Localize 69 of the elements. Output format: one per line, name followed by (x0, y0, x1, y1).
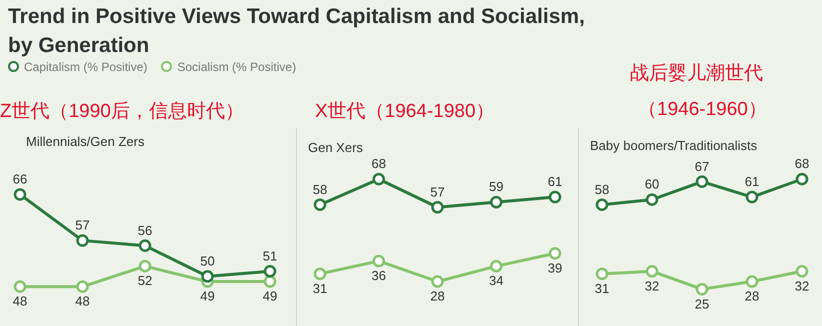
data-label: 61 (548, 174, 562, 190)
point (746, 275, 758, 288)
point (76, 234, 89, 247)
point (14, 280, 26, 293)
data-label: 57 (75, 218, 90, 233)
data-label: 28 (744, 288, 760, 304)
text: X世代（1964-1980） (315, 100, 495, 124)
data-label: 57 (430, 184, 445, 200)
data-label: 31 (594, 280, 610, 296)
point (548, 247, 562, 260)
point (490, 196, 502, 208)
point (264, 275, 276, 288)
point (548, 190, 562, 204)
point (201, 270, 214, 283)
point (138, 239, 152, 252)
data-label: 52 (138, 273, 152, 288)
data-label: 50 (200, 253, 215, 268)
data-label: 48 (75, 294, 90, 309)
point (646, 193, 658, 206)
point (76, 280, 89, 293)
point (138, 260, 152, 272)
chart-title: Trend in Positive Views Toward Capitalism and Socialism, by Generation (8, 4, 586, 59)
point (796, 172, 808, 186)
data-label: 32 (794, 278, 810, 294)
point (314, 198, 326, 211)
data-label: 60 (644, 176, 660, 192)
chart-subtitle: Millennials/Gen Zers (26, 134, 144, 149)
point (314, 268, 326, 280)
data-label: 51 (262, 248, 278, 264)
data-label: 56 (138, 222, 152, 238)
text: 战后婴儿潮世代 (630, 62, 763, 86)
data-label: 32 (644, 278, 660, 294)
data-label: 34 (489, 273, 504, 288)
point (372, 254, 385, 268)
point (596, 198, 608, 211)
data-label: 31 (312, 280, 328, 296)
point (431, 275, 444, 288)
data-label: 59 (489, 179, 504, 194)
point (696, 282, 708, 296)
data-label: 36 (372, 268, 386, 284)
point (490, 260, 502, 272)
data-label: 39 (548, 260, 562, 276)
data-label: 25 (694, 296, 710, 312)
point (596, 268, 608, 280)
data-label: 49 (200, 288, 215, 304)
data-label: 61 (744, 174, 760, 190)
point (646, 265, 658, 278)
point (431, 201, 444, 214)
chart-subtitle: Baby boomers/Traditionalists (590, 138, 758, 153)
data-label: 68 (794, 156, 810, 172)
point (696, 175, 708, 188)
point (264, 265, 276, 278)
data-label: 58 (312, 182, 328, 197)
point (796, 265, 808, 278)
data-label: 48 (12, 294, 28, 309)
text: （1946-1960） (638, 98, 767, 122)
data-label: 49 (262, 288, 278, 304)
chart-subtitle: Gen Xers (308, 140, 363, 155)
data-label: 28 (430, 288, 445, 304)
text: Z世代（1990后，信息时代） (0, 100, 244, 124)
data-label: 58 (594, 182, 610, 197)
legend-label: Capitalism (% Positive) (23, 60, 148, 74)
point (14, 188, 26, 201)
data-label: 66 (12, 172, 28, 187)
data-label: 67 (694, 158, 710, 174)
legend-label: Socialism (% Positive) (176, 60, 296, 74)
point (746, 190, 758, 204)
point (372, 172, 385, 186)
data-label: 68 (372, 156, 386, 172)
